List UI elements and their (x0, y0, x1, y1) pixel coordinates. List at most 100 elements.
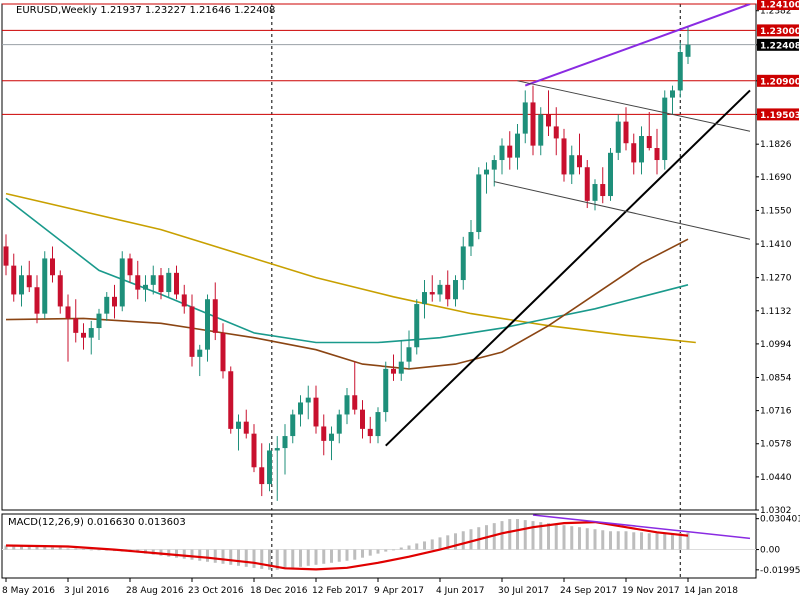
macd-histogram-bar (446, 535, 450, 550)
candle-body (631, 143, 637, 163)
price-tag-box (757, 0, 799, 10)
candle-body (267, 450, 272, 485)
macd-histogram-bar (461, 531, 465, 550)
candle-body (228, 371, 234, 429)
macd-histogram-bar (438, 537, 442, 550)
candle-body (251, 433, 257, 468)
date-tick-label: 18 Dec 2016 (250, 586, 308, 596)
macd-histogram-bar (322, 549, 326, 564)
macd-histogram-bar (206, 549, 209, 562)
macd-histogram-bar (268, 549, 271, 570)
candle (484, 162, 489, 194)
macd-histogram-bar (361, 549, 364, 558)
candle (367, 416, 373, 444)
candle (243, 409, 249, 439)
price-tick-label: 1.0716 (760, 407, 792, 417)
candle (546, 90, 551, 137)
candle-body (174, 272, 179, 295)
macd-histogram-bar (213, 549, 217, 563)
date-tick-label: 12 Feb 2017 (312, 586, 368, 596)
candle-body (65, 306, 71, 319)
candle-body (344, 395, 350, 415)
price-tick-label: 1.1826 (760, 140, 792, 150)
candle (522, 90, 528, 144)
macd-histogram-bar (12, 545, 16, 550)
price-tick-label: 1.2382 (760, 7, 792, 17)
candle-body (336, 414, 342, 434)
candle (352, 361, 358, 415)
macd-histogram-bar (469, 529, 473, 550)
candle (344, 388, 350, 425)
macd-histogram-bar (585, 528, 589, 550)
date-tick-label: 9 Apr 2017 (374, 586, 424, 596)
candle (236, 414, 241, 451)
price-tag-label: 1.19503 (760, 111, 800, 121)
macd-histogram-bar (407, 545, 411, 550)
candle (11, 253, 17, 302)
macd-histogram-bar (58, 547, 62, 550)
candle-body (499, 145, 505, 161)
macd-histogram-bar (671, 533, 674, 550)
candle-body (96, 313, 102, 329)
candle-body (522, 102, 528, 134)
candle (468, 220, 474, 257)
candle (445, 270, 451, 307)
candle-body (313, 397, 319, 427)
candle-body (639, 136, 644, 163)
candle (81, 323, 86, 350)
candle-body (468, 232, 474, 247)
candle-body (181, 294, 187, 307)
macd-histogram-bar (454, 533, 457, 550)
macd-histogram-bar (291, 549, 295, 568)
candle (298, 395, 303, 427)
candle-body (677, 52, 683, 91)
macd-histogram-bar (299, 549, 302, 567)
macd-tick-label: 0.030401 (760, 515, 800, 525)
price-tag-label: 1.24100 (760, 1, 800, 11)
macd-histogram-bar (74, 548, 78, 550)
price-tag-label: 1.23000 (760, 27, 800, 37)
candle (460, 236, 466, 290)
candle-body (329, 433, 334, 441)
candle-body (530, 102, 536, 146)
candle (181, 284, 187, 314)
candle (65, 294, 71, 362)
macd-histogram-bar (198, 549, 202, 561)
candle (383, 361, 389, 422)
candle (398, 340, 404, 381)
candle (313, 385, 319, 434)
candle (212, 282, 218, 341)
candle (158, 268, 164, 300)
candle (220, 323, 226, 379)
candle (507, 131, 513, 170)
macd-histogram-bar (430, 539, 434, 550)
candle-body (259, 467, 265, 485)
candle (662, 90, 668, 170)
macd-histogram-bar (260, 549, 264, 569)
price-tag-box (757, 24, 799, 37)
macd-histogram-bar (616, 531, 620, 550)
macd-histogram-bar (632, 532, 636, 550)
candle (205, 294, 210, 362)
candle-body (88, 328, 94, 338)
price-tick-label: 1.0854 (760, 373, 792, 383)
macd-divergence-line (532, 514, 751, 540)
candle (538, 107, 544, 156)
candle-body (538, 114, 544, 146)
candle (584, 160, 590, 209)
date-tick-label: 19 Nov 2017 (622, 586, 680, 596)
candle-body (42, 258, 48, 314)
candle-body (321, 426, 327, 441)
macd-pane-frame (1, 513, 757, 579)
candle (600, 167, 606, 204)
candle (3, 234, 9, 276)
candle-body (460, 246, 466, 281)
candle (615, 114, 621, 161)
candle (646, 112, 652, 151)
macd-histogram-bar (678, 532, 682, 550)
macd-histogram-bar (593, 529, 597, 550)
candle-body (150, 275, 156, 285)
macd-tick-label: 0.00 (760, 546, 780, 556)
macd-histogram-bar (283, 549, 287, 569)
